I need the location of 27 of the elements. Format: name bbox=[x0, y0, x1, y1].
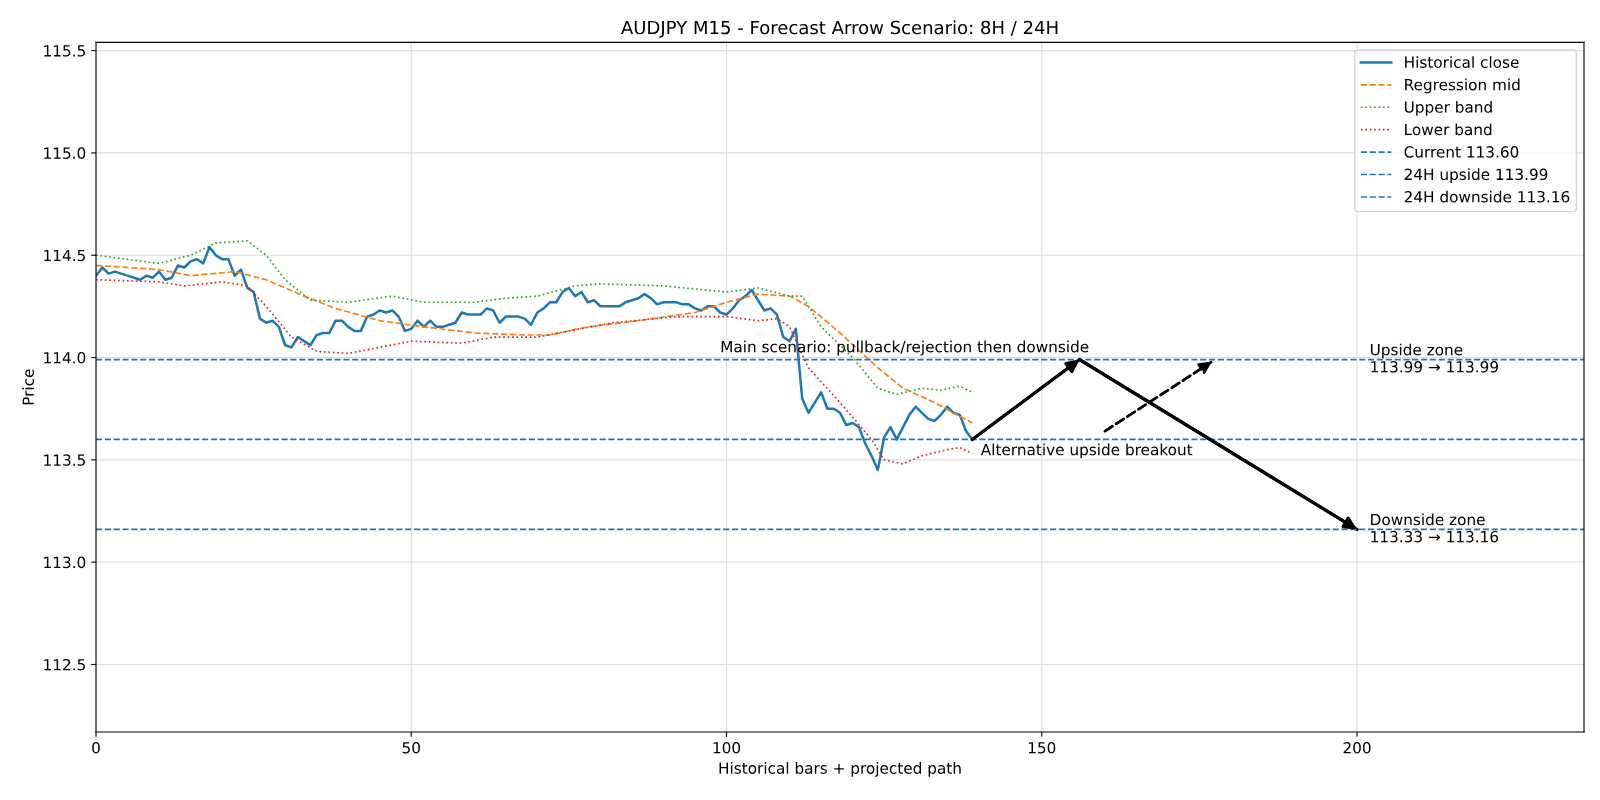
y-axis-title: Price bbox=[22, 369, 35, 405]
chart-title: AUDJPY M15 - Forecast Arrow Scenario: 8H / 24H bbox=[621, 20, 1058, 38]
x-tick-label: 150 bbox=[1028, 741, 1056, 754]
y-tick-label: 112.5 bbox=[44, 658, 85, 671]
legend-label: 24H downside 113.16 bbox=[1404, 190, 1570, 203]
legend-label: Historical close bbox=[1405, 56, 1519, 68]
y-tick-label: 115.0 bbox=[44, 147, 86, 159]
legend-label: Lower band bbox=[1405, 123, 1492, 136]
legend-label: Current 113.60 bbox=[1404, 146, 1519, 158]
y-tick-label: 113.0 bbox=[44, 556, 86, 569]
legend-label: 24H upside 113.99 bbox=[1404, 168, 1548, 184]
y-tick-label: 114.0 bbox=[44, 351, 86, 364]
y-tick-label: 115.5 bbox=[44, 45, 85, 57]
annotation: Downside zone 113.33 → 113.16 bbox=[1371, 513, 1499, 543]
x-tick-label: 100 bbox=[713, 741, 741, 754]
x-tick-label: 0 bbox=[92, 741, 100, 754]
legend-label: Upper band bbox=[1404, 101, 1492, 116]
line-series bbox=[96, 264, 974, 424]
legend-label: Regression mid bbox=[1405, 78, 1520, 94]
y-tick-label: 113.5 bbox=[44, 454, 85, 466]
line-series bbox=[96, 240, 974, 396]
x-tick-label: 200 bbox=[1343, 741, 1371, 754]
x-axis-title: Historical bars + projected path bbox=[719, 762, 961, 777]
x-tick-label: 50 bbox=[402, 741, 420, 754]
annotation: Upside zone 113.99 → 113.99 bbox=[1370, 343, 1498, 373]
y-tick-label: 114.5 bbox=[44, 249, 85, 262]
annotation: Alternative upside breakout bbox=[980, 443, 1193, 459]
